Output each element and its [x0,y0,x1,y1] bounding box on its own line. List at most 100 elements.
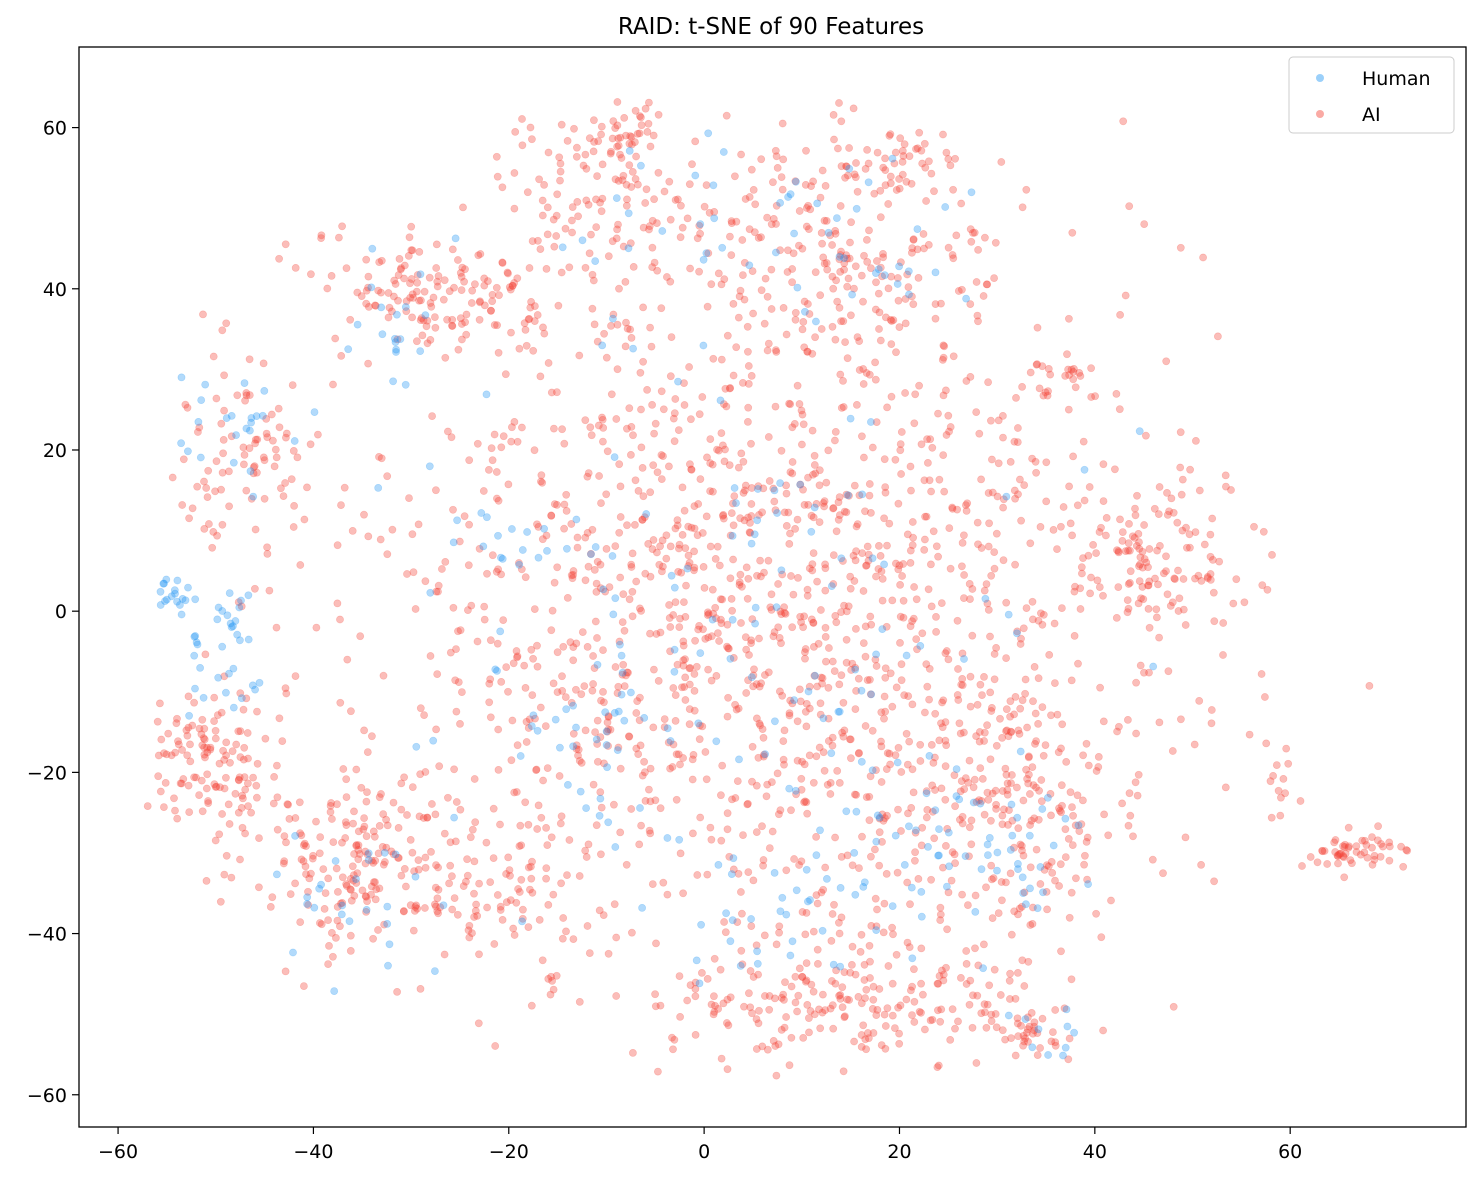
scatter-point-ai [1087,573,1095,582]
scatter-point-ai [898,146,907,155]
scatter-point-ai [614,220,622,229]
scatter-point-human [907,883,916,892]
scatter-point-ai [1049,526,1058,534]
scatter-point-ai [872,1011,881,1019]
scatter-point-ai [181,400,190,409]
scatter-point-ai [520,661,529,670]
scatter-point-ai [556,167,565,176]
scatter-point-ai [480,615,489,624]
scatter-point-ai [948,848,957,856]
scatter-point-ai [632,744,641,753]
scatter-point-ai [511,127,520,136]
scatter-point-ai [623,668,631,677]
scatter-point-ai [1044,364,1053,373]
scatter-point-ai [394,296,402,305]
scatter-point-ai [950,850,959,859]
scatter-point-ai [195,791,203,799]
scatter-point-ai [659,405,668,414]
scatter-point-ai [818,674,827,682]
scatter-point-ai [333,916,342,925]
scatter-point-ai [706,542,715,551]
scatter-point-ai [925,664,934,673]
scatter-point-ai [162,750,171,759]
scatter-point-human [935,825,943,833]
scatter-point-ai [605,583,614,591]
scatter-point-ai [657,451,666,459]
scatter-point-ai [648,880,657,888]
scatter-point-ai [526,303,535,312]
scatter-point-human [197,396,206,404]
scatter-point-ai [1068,803,1076,811]
scatter-point-ai [460,512,469,521]
scatter-point-ai [637,113,645,122]
scatter-point-human [696,220,705,228]
scatter-point-ai [609,310,618,319]
scatter-point-ai [354,846,363,854]
scatter-point-ai [1076,372,1085,380]
scatter-point-ai [646,797,655,806]
scatter-point-ai [434,272,443,280]
scatter-point-ai [728,606,736,615]
scatter-point-ai [830,135,838,144]
scatter-point-ai [987,1017,996,1025]
scatter-point-ai [687,415,695,424]
scatter-point-ai [1134,530,1143,538]
scatter-point-ai [881,154,889,163]
scatter-point-ai [696,721,704,730]
scatter-point-ai [1118,528,1127,536]
scatter-point-ai [957,777,966,785]
scatter-point-ai [704,249,713,258]
scatter-point-ai [769,484,778,493]
scatter-point-ai [777,610,786,619]
scatter-point-ai [631,138,639,146]
scatter-point-human [675,835,684,844]
scatter-point-ai [393,988,401,996]
scatter-point-ai [173,814,182,823]
scatter-point-ai [476,297,484,306]
scatter-point-ai [457,286,466,294]
scatter-point-ai [1057,522,1065,531]
scatter-point-ai [668,1033,676,1042]
scatter-point-ai [745,651,753,659]
scatter-point-ai [892,559,900,568]
scatter-point-ai [1142,431,1150,440]
scatter-point-ai [572,152,581,161]
scatter-point-ai [1099,717,1108,726]
scatter-point-ai [596,560,605,569]
scatter-point-ai [446,648,455,657]
scatter-point-ai [767,220,776,229]
scatter-point-human [952,792,961,800]
scatter-point-ai [625,161,634,169]
scatter-point-ai [968,631,977,640]
scatter-point-ai [778,570,787,579]
scatter-point-ai [824,737,833,745]
scatter-point-ai [278,737,287,745]
scatter-point-ai [354,841,363,850]
scatter-point-human [719,148,728,156]
scatter-point-ai [855,337,864,345]
scatter-point-ai [967,816,976,825]
scatter-point-ai [1318,847,1327,856]
scatter-point-ai [717,280,726,289]
scatter-point-ai [1015,730,1024,738]
scatter-point-ai [951,802,959,811]
scatter-point-ai [470,280,479,289]
scatter-point-ai [654,168,663,177]
scatter-point-human [1021,1015,1030,1023]
scatter-point-ai [826,790,835,798]
scatter-point-human [691,171,700,180]
scatter-point-ai [800,760,809,769]
scatter-point-ai [1368,843,1376,852]
scatter-point-ai [440,950,449,959]
scatter-point-ai [805,310,814,318]
scatter-point-ai [518,423,526,432]
legend-human-label: Human [1362,68,1431,90]
scatter-point-ai [1145,668,1153,677]
scatter-point-ai [647,342,656,351]
scatter-point-ai [502,898,511,907]
scatter-point-ai [290,501,298,510]
scatter-point-human [618,668,627,677]
scatter-point-ai [1000,805,1008,814]
scatter-point-ai [665,462,673,471]
